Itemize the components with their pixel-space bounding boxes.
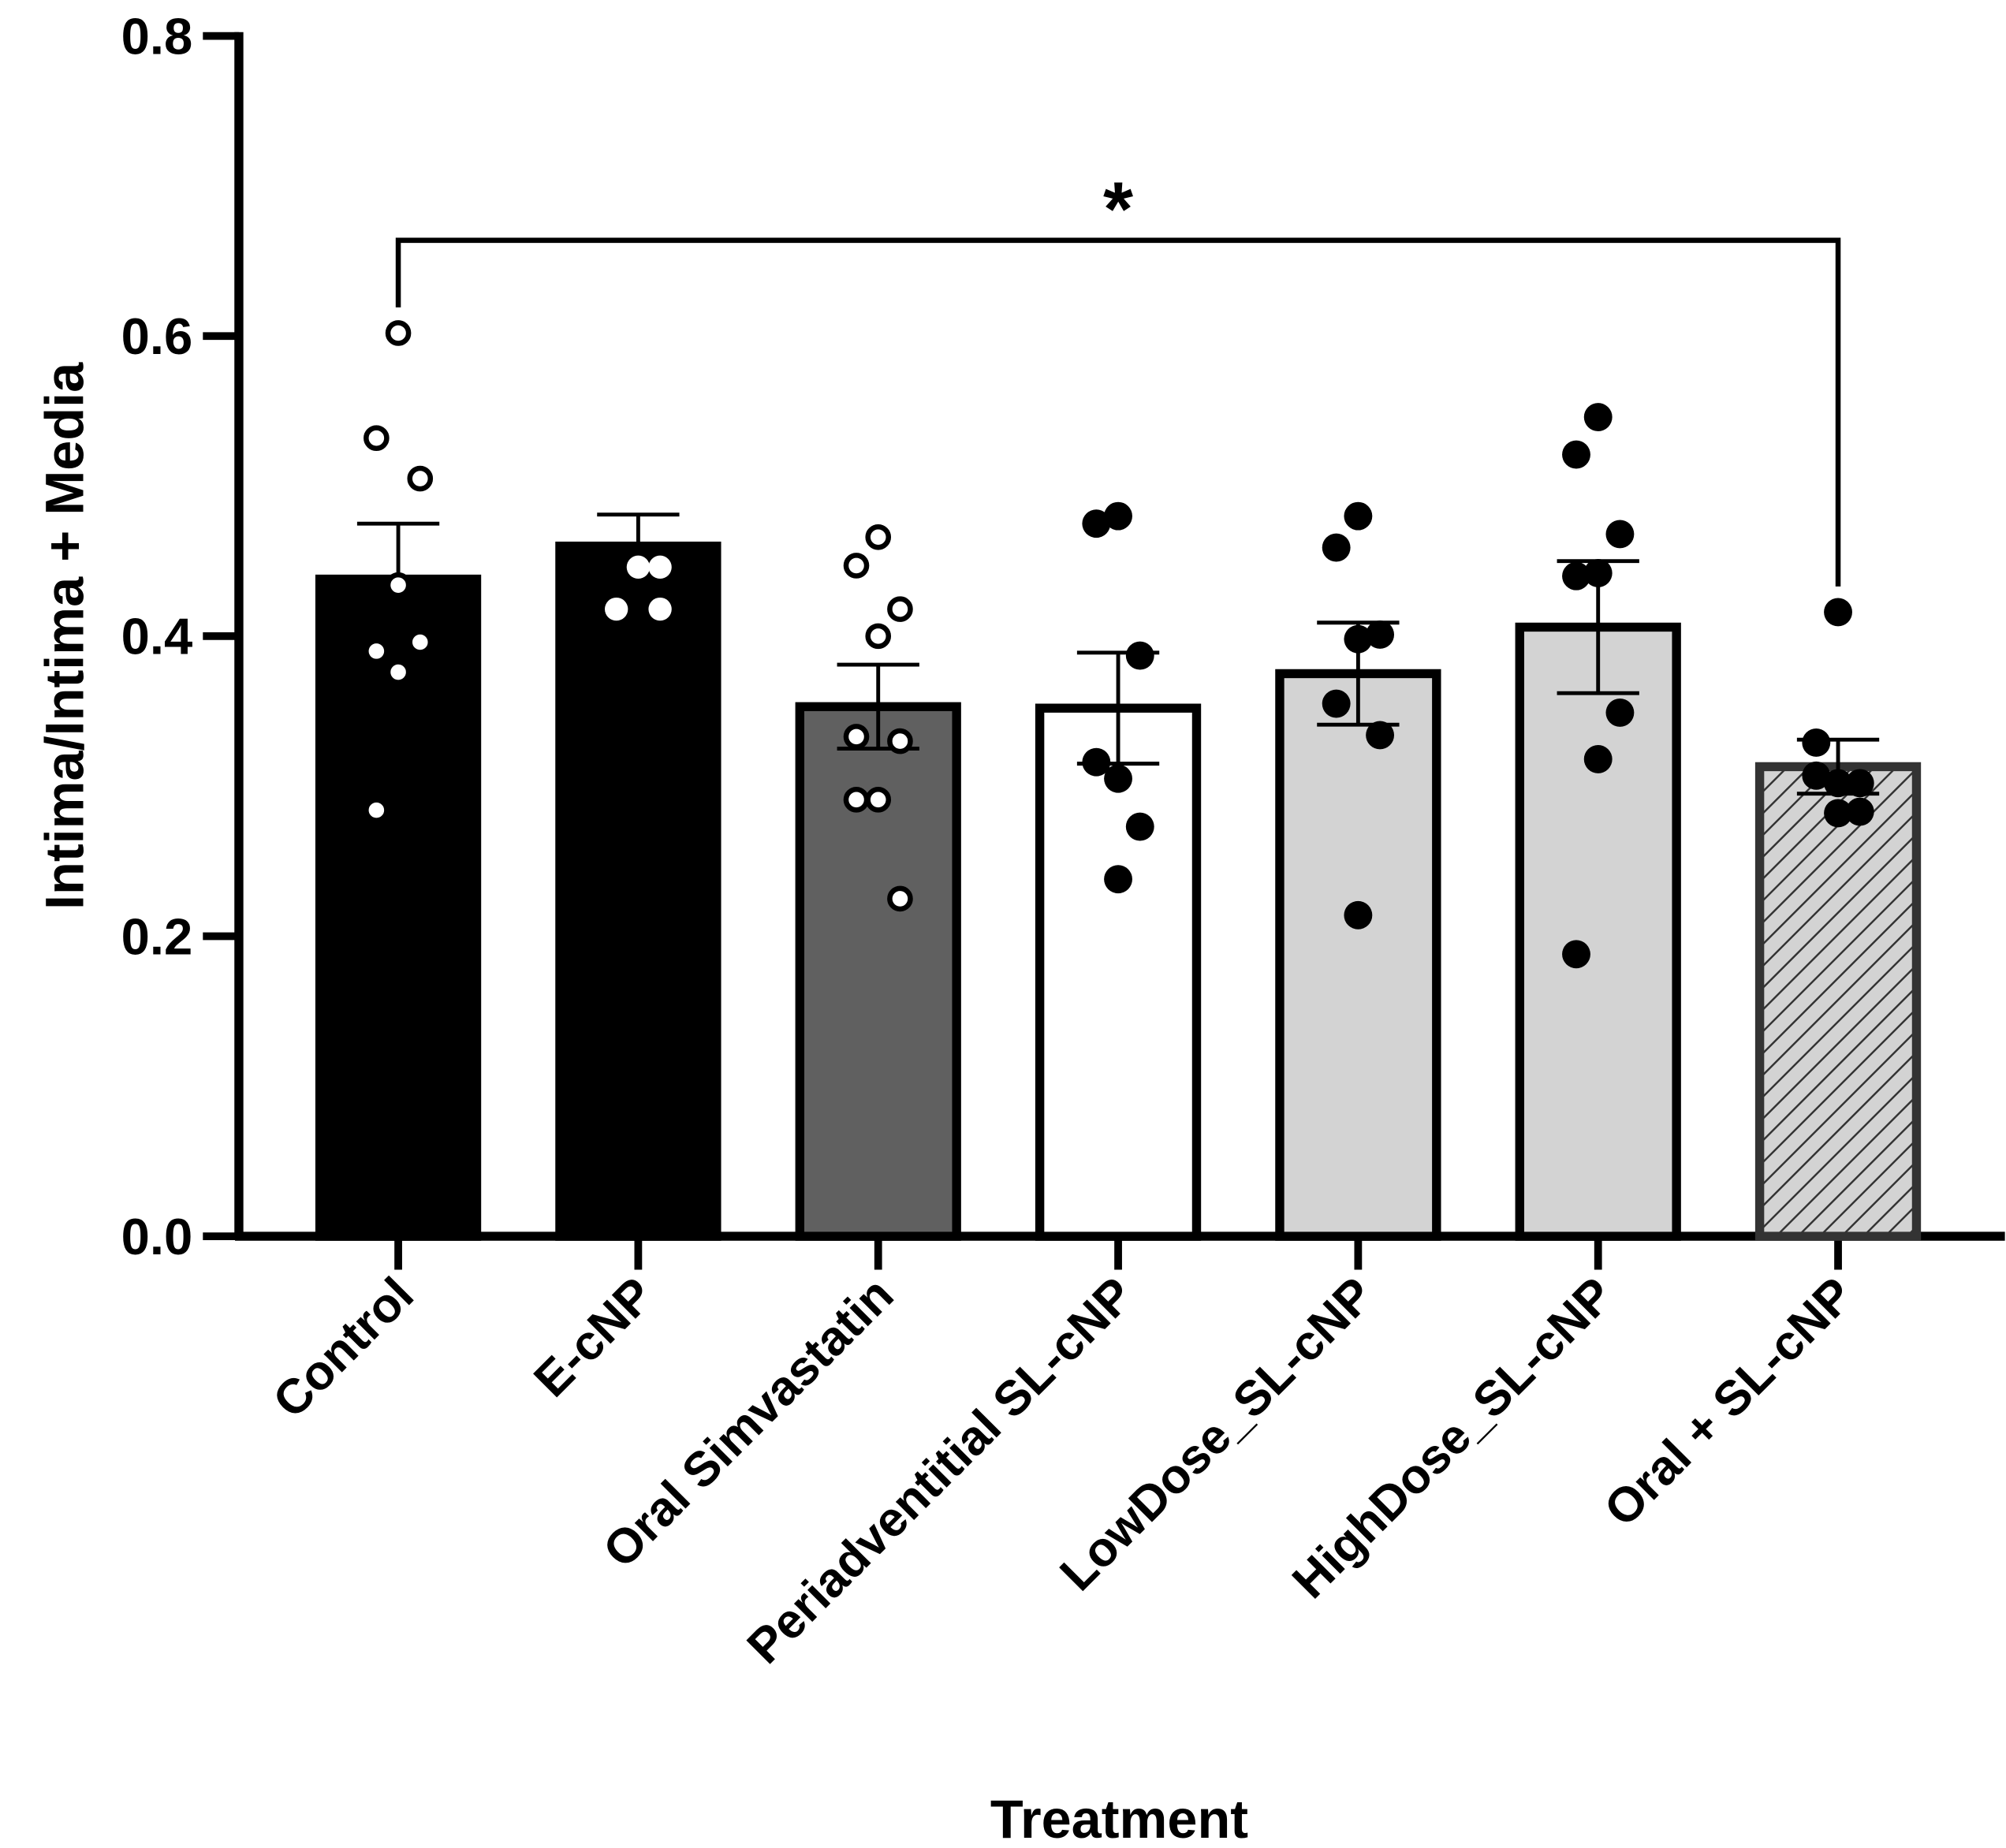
- data-point: [1802, 761, 1831, 790]
- data-point: [1845, 769, 1874, 798]
- data-point: [1104, 764, 1132, 793]
- data-point: [1583, 403, 1613, 431]
- data-point: [1562, 561, 1590, 591]
- data-point: [1104, 865, 1132, 894]
- data-point: [648, 555, 672, 579]
- y-tick-label: 0.8: [121, 7, 193, 65]
- data-point: [1344, 501, 1373, 531]
- data-point: [648, 597, 672, 621]
- data-point: [1322, 533, 1351, 562]
- bar: [1275, 669, 1441, 1241]
- data-point: [385, 572, 412, 598]
- x-tick-label: E-cNP: [524, 1267, 664, 1407]
- data-point: [843, 553, 870, 579]
- bar: [555, 541, 721, 1241]
- data-point: [1562, 940, 1590, 969]
- data-point: [364, 638, 390, 665]
- data-point: [385, 320, 412, 346]
- data-point: [407, 629, 434, 655]
- data-point: [865, 523, 892, 550]
- y-tick-label: 0.2: [121, 907, 193, 965]
- y-axis-title: Intima/Intima + Media: [35, 362, 95, 910]
- data-point: [1082, 747, 1111, 777]
- data-point: [626, 449, 651, 472]
- y-tick-label: 0.0: [121, 1208, 193, 1265]
- data-point: [887, 728, 913, 754]
- data-point: [865, 787, 892, 813]
- data-point: [605, 597, 628, 621]
- data-point: [364, 797, 390, 823]
- data-point: [1344, 900, 1373, 930]
- data-point: [1845, 797, 1874, 826]
- data-point: [364, 425, 390, 451]
- data-point: [1583, 744, 1613, 773]
- data-point: [1605, 698, 1635, 727]
- data-point: [887, 885, 913, 912]
- data-point: [1366, 721, 1395, 750]
- data-point: [1125, 641, 1154, 670]
- data-point: [1562, 440, 1590, 469]
- data-point: [1583, 559, 1613, 587]
- data-point: [1802, 728, 1831, 757]
- x-tick-label: Oral + SL-cNP: [1594, 1267, 1864, 1537]
- data-point: [605, 434, 628, 457]
- significance-bracket: [395, 237, 1841, 587]
- significance-label: *: [1103, 165, 1133, 251]
- data-point: [385, 659, 412, 685]
- data-point: [1824, 598, 1852, 627]
- x-tick-label: Periadventitial SL-cNP: [737, 1267, 1144, 1674]
- y-tick-label: 0.4: [121, 608, 193, 665]
- data-point: [626, 555, 651, 579]
- bar: [1035, 703, 1202, 1241]
- data-point: [843, 787, 870, 813]
- data-point: [843, 724, 870, 750]
- bar: [315, 574, 482, 1241]
- data-point: [1344, 624, 1373, 654]
- x-axis-title: Treatment: [990, 1789, 1248, 1848]
- data-point: [887, 596, 913, 622]
- data-point: [1104, 501, 1132, 531]
- data-point: [1366, 620, 1395, 649]
- data-point: [865, 623, 892, 650]
- bar: [1515, 622, 1681, 1241]
- data-point: [1125, 812, 1154, 841]
- data-point: [1082, 509, 1111, 538]
- data-point: [1605, 520, 1635, 549]
- x-tick-label: Control: [263, 1267, 423, 1428]
- data-point: [1824, 769, 1852, 798]
- bar: [1754, 762, 1922, 1241]
- bar: [795, 702, 961, 1241]
- y-tick-label: 0.6: [121, 307, 193, 365]
- data-point: [407, 465, 434, 492]
- data-point: [1322, 689, 1351, 718]
- data-point: [1824, 799, 1852, 828]
